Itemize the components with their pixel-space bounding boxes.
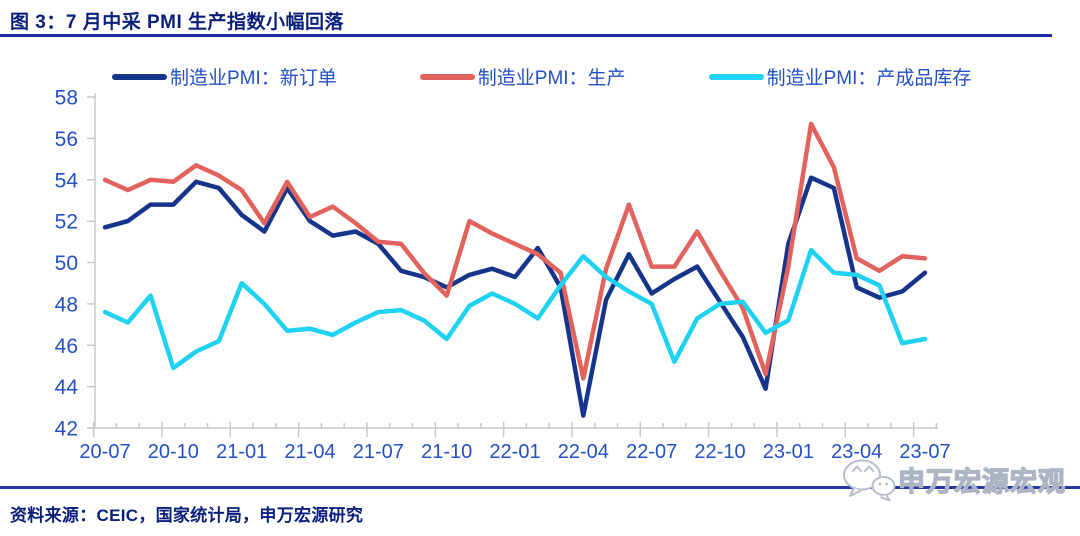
x-tick-label: 21-10 <box>421 441 472 463</box>
series-line-inventory <box>102 247 928 371</box>
y-tick-label: 50 <box>55 252 78 275</box>
title-underline <box>0 34 1052 37</box>
legend-label: 制造业PMI：产成品库存 <box>766 68 972 89</box>
page-title: 图 3：7 月中采 PMI 生产指数小幅回落 <box>10 12 345 33</box>
watermark: 申万宏源宏观 <box>840 456 1066 502</box>
footer-rule <box>0 486 1080 489</box>
x-tick-label: 23-01 <box>763 441 814 463</box>
y-tick-label: 56 <box>55 128 78 151</box>
x-tick-label: 21-04 <box>284 441 335 463</box>
x-tick-label: 21-01 <box>216 441 267 463</box>
x-tick-label: 22-10 <box>694 441 745 463</box>
chart-legend: 制造业PMI：新订单 制造业PMI：生产 制造业PMI：产成品库存 <box>112 63 971 90</box>
x-tick-label: 23-07 <box>899 441 950 463</box>
source-note: 资料来源：CEIC，国家统计局，申万宏源研究 <box>10 506 364 525</box>
y-tick-label: 44 <box>55 376 79 399</box>
legend-swatch <box>708 73 764 80</box>
y-tick-label: 48 <box>55 293 78 316</box>
legend-item-inventory: 制造业PMI：产成品库存 <box>708 63 972 90</box>
x-tick-label: 22-07 <box>626 441 677 463</box>
series-line-new-orders <box>102 175 928 418</box>
pmi-line-chart: 42 44 46 48 50 52 54 56 58 20-07 20-10 21-01 21-04 21… <box>55 87 951 464</box>
y-tick-label: 54 <box>55 169 79 192</box>
x-tick-label: 23-04 <box>831 441 882 463</box>
legend-item-new-orders: 制造业PMI：新订单 <box>112 63 337 90</box>
x-tick-label: 22-04 <box>558 441 609 463</box>
legend-label: 制造业PMI：生产 <box>477 68 626 89</box>
legend-label: 制造业PMI：新订单 <box>170 68 337 89</box>
legend-swatch <box>112 73 167 80</box>
series-line-production <box>102 121 928 381</box>
x-tick-label: 20-07 <box>79 441 130 463</box>
y-tick-label: 42 <box>55 418 78 441</box>
x-tick-label: 22-01 <box>489 441 540 463</box>
watermark-text: 申万宏源宏观 <box>897 466 1066 497</box>
legend-item-production: 制造业PMI：生产 <box>419 63 626 90</box>
y-tick-label: 58 <box>55 87 78 110</box>
y-tick-label: 46 <box>55 335 78 358</box>
legend-swatch <box>419 73 475 80</box>
wechat-icon <box>843 459 896 502</box>
x-tick-label: 20-10 <box>148 441 199 463</box>
x-tick-label: 21-07 <box>353 441 404 463</box>
y-tick-label: 52 <box>55 211 78 234</box>
